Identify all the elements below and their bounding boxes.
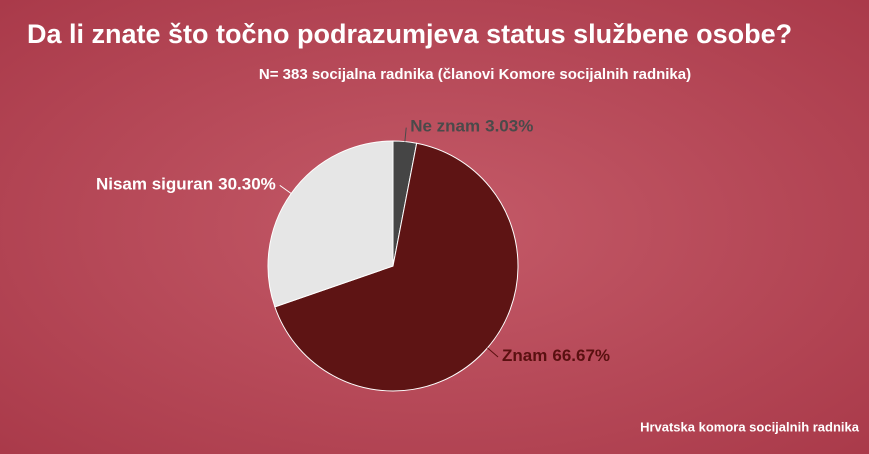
slice-label: Nisam siguran 30.30%: [96, 175, 276, 194]
chart-title: Da li znate što točno podrazumjeva statu…: [27, 19, 792, 49]
pie-slice: [274, 142, 519, 392]
slice-category: Ne znam: [410, 117, 480, 136]
slice-label: Znam 66.67%: [502, 347, 610, 366]
slice-label: Ne znam 3.03%: [410, 117, 533, 136]
slice-category: Znam: [502, 347, 547, 366]
slice-value: 66.67%: [552, 347, 610, 366]
leader-line: [279, 184, 292, 194]
chart-subtitle: N= 383 socijalna radnika (članovi Komore…: [259, 66, 691, 83]
source: Hrvatska komora socijalnih radnika: [640, 419, 860, 434]
slice-value: 30.30%: [218, 175, 276, 194]
slice-value: 3.03%: [485, 117, 533, 136]
slice-category: Nisam siguran: [96, 175, 213, 194]
leader-line: [487, 347, 499, 358]
leader-line: [404, 127, 407, 142]
